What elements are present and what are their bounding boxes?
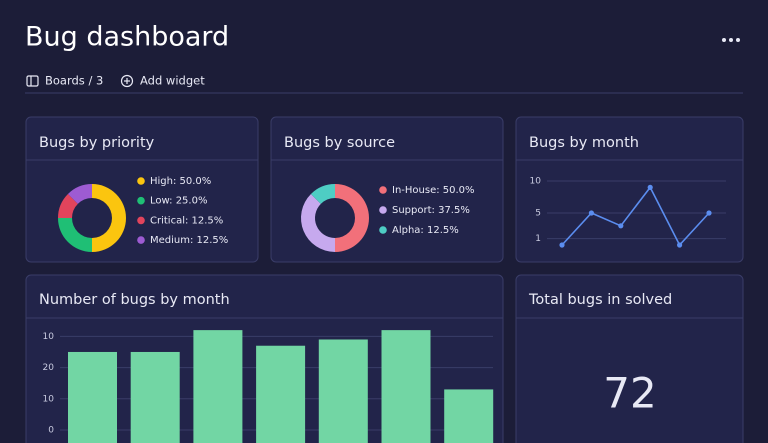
legend-swatch xyxy=(137,236,145,244)
donut-slice xyxy=(310,184,335,204)
legend-label: Alpha: 12.5% xyxy=(392,225,459,236)
y-tick-label: 1 xyxy=(535,234,541,244)
donut-slice xyxy=(67,184,92,204)
y-tick-label: 10 xyxy=(530,177,542,187)
y-tick-label: 5 xyxy=(535,209,541,219)
boards-label: Boards / 3 xyxy=(45,74,103,88)
legend-swatch xyxy=(137,216,145,225)
donut-slice xyxy=(335,184,369,252)
panel xyxy=(515,274,744,443)
more-menu[interactable] xyxy=(722,38,740,42)
panel xyxy=(515,116,744,263)
legend-swatch xyxy=(379,186,387,194)
widget-title: Total bugs in solved xyxy=(528,292,672,308)
bar xyxy=(68,351,117,443)
add-widget-label: Add widget xyxy=(140,74,205,88)
widget-title: Bugs by source xyxy=(284,135,395,151)
bar xyxy=(444,389,494,443)
boards-button[interactable]: Boards / 3 xyxy=(26,74,103,88)
donut-slice xyxy=(301,193,335,252)
line-point xyxy=(618,223,624,229)
line-point xyxy=(588,210,595,216)
donut-slice xyxy=(58,193,78,218)
bar xyxy=(193,330,243,443)
kpi-value: 72 xyxy=(603,369,656,418)
line-point xyxy=(677,242,683,248)
bar xyxy=(256,345,306,443)
legend-label: Critical: 12.5% xyxy=(150,215,223,226)
panel xyxy=(270,116,504,263)
bar xyxy=(381,330,431,443)
line-point xyxy=(647,184,653,190)
legend-label: High: 50.0% xyxy=(150,176,211,187)
y-tick-label: 0 xyxy=(48,426,54,436)
bar xyxy=(318,339,368,443)
legend-label: Support: 37.5% xyxy=(392,205,470,216)
y-tick-label: 20 xyxy=(43,363,55,373)
bar xyxy=(130,351,180,443)
legend-swatch xyxy=(137,196,145,205)
donut-slice xyxy=(58,218,92,252)
y-tick-label: 10 xyxy=(43,332,55,342)
add-widget-button[interactable]: Add widget xyxy=(120,74,206,88)
donut-slice xyxy=(92,184,126,252)
line-series xyxy=(561,185,710,247)
legend-label: Low: 25.0% xyxy=(150,196,207,207)
widget-title: Number of bugs by month xyxy=(39,292,230,308)
widget-title: Bugs by month xyxy=(529,135,639,151)
legend-label: Medium: 12.5% xyxy=(150,235,228,246)
line-point xyxy=(559,242,565,248)
widget-title: Bugs by priority xyxy=(39,135,155,151)
legend-swatch xyxy=(379,226,387,234)
panel xyxy=(25,116,259,263)
y-tick-label: 10 xyxy=(43,394,55,404)
legend-swatch xyxy=(137,177,145,185)
legend-swatch xyxy=(379,206,387,214)
line-point xyxy=(706,210,712,216)
legend-label: In-House: 50.0% xyxy=(392,185,475,196)
page-title: Bug dashboard xyxy=(25,22,229,53)
